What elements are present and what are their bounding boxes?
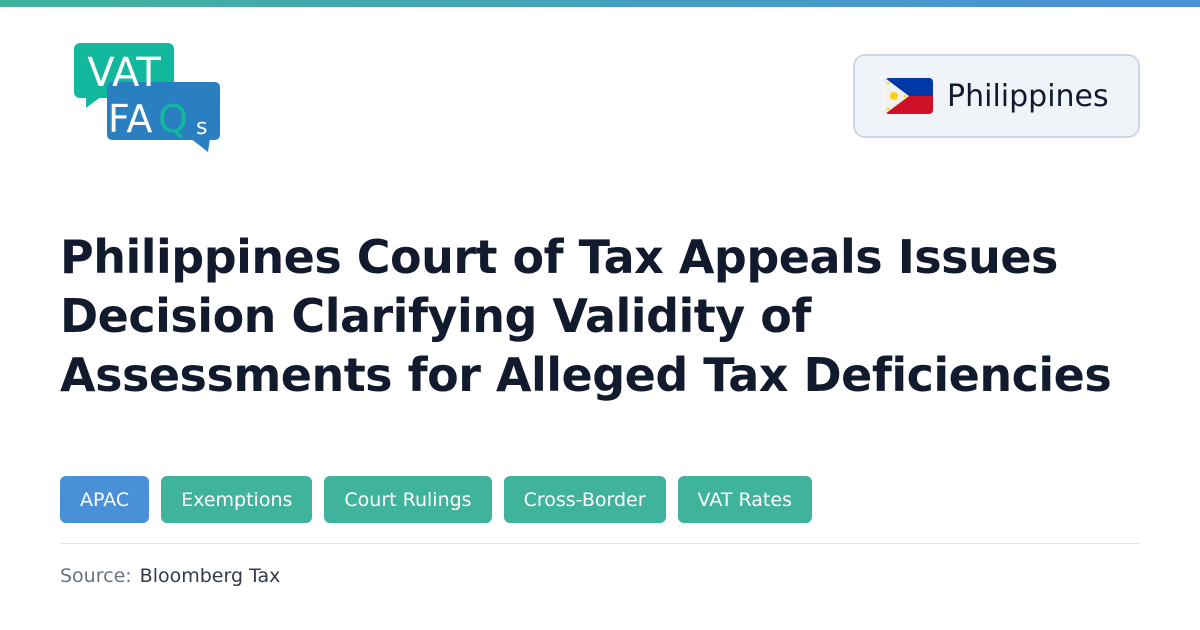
svg-text:Q: Q: [158, 97, 188, 141]
svg-text:s: s: [196, 115, 207, 140]
tag-cross-border[interactable]: Cross-Border: [503, 476, 666, 523]
tag-court-rulings[interactable]: Court Rulings: [324, 476, 492, 523]
country-name: Philippines: [947, 78, 1109, 114]
tag-vat-rates[interactable]: VAT Rates: [677, 476, 812, 523]
source-label: Source:: [60, 565, 132, 587]
vatfaqs-logo: VAT FA Q s: [74, 43, 220, 152]
philippines-flag-icon: [885, 78, 933, 114]
svg-text:VAT: VAT: [87, 50, 161, 96]
country-badge[interactable]: Philippines: [853, 54, 1140, 138]
source-value: Bloomberg Tax: [139, 565, 281, 587]
tag-apac[interactable]: APAC: [60, 476, 150, 523]
svg-text:FA: FA: [108, 97, 152, 141]
article-title: Philippines Court of Tax Appeals Issues …: [60, 230, 1112, 402]
tag-exemptions[interactable]: Exemptions: [161, 476, 313, 523]
tag-list: APAC Exemptions Court Rulings Cross-Bord…: [60, 476, 812, 523]
top-accent-bar: [0, 0, 1200, 7]
source-line: Source: Bloomberg Tax: [60, 565, 280, 587]
divider: [60, 543, 1140, 544]
